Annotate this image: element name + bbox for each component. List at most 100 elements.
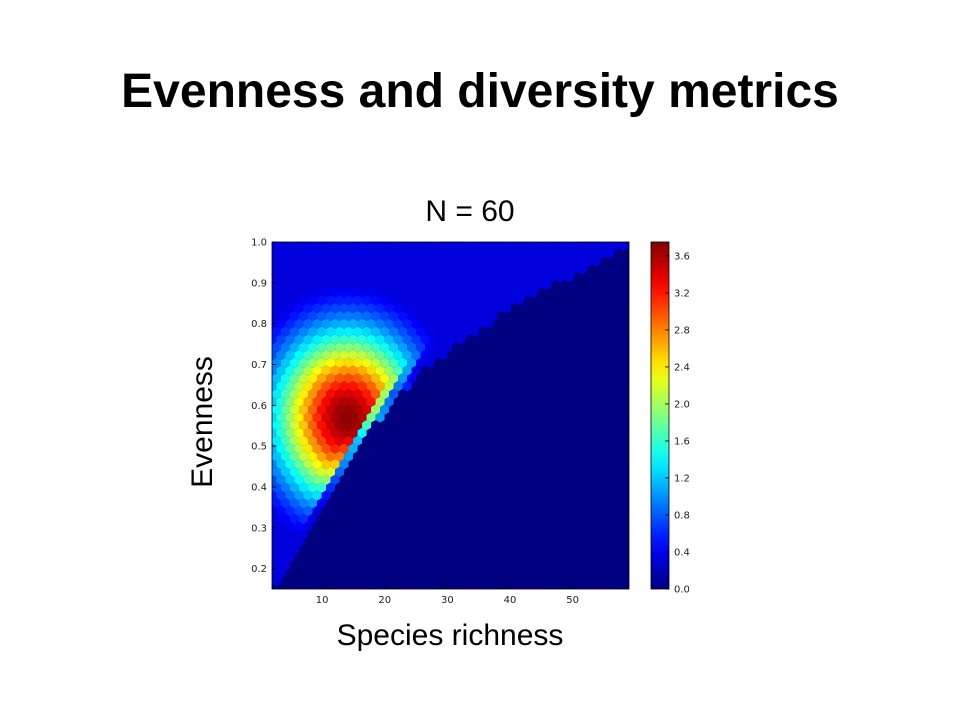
hexbin-cell (501, 287, 511, 298)
hexbin-cell (371, 264, 381, 275)
hexbin-cell (501, 242, 511, 251)
hexbin-cell (528, 242, 538, 251)
hexbin-cell (353, 373, 363, 384)
hexbin-cell (366, 396, 376, 407)
hexbin-cell (384, 303, 394, 314)
hexbin-cell (497, 248, 507, 259)
hexbin-cell (375, 412, 385, 423)
hexbin-cell (452, 310, 462, 322)
hexbin-cell (272, 349, 277, 361)
hexbin-cell (551, 264, 561, 275)
hexbin-cell (398, 264, 408, 275)
hexbin-cell (582, 256, 592, 267)
hexbin-cell (276, 381, 286, 392)
hexbin-cell (303, 334, 313, 345)
hexbin-cell (290, 342, 300, 353)
hexbin-cell (335, 451, 345, 462)
hexbin-cell (299, 326, 309, 337)
hexbin-cell (407, 295, 417, 306)
hexbin-cell (582, 242, 592, 251)
hexbin-cell (317, 435, 327, 446)
hexbin-cell (285, 365, 295, 376)
hexbin-cell (443, 279, 453, 290)
hexbin-cell (564, 256, 574, 267)
hexbin-cell (443, 342, 453, 353)
hexbin-cell (326, 248, 336, 259)
hexbin-cell (497, 264, 507, 275)
hexbin-cell (312, 242, 322, 251)
hexbin-cell (456, 271, 466, 283)
hexbin-cell (335, 342, 345, 353)
hexbin-cell (321, 490, 331, 501)
hexbin-cell (425, 326, 435, 337)
hexbin-cell (308, 466, 318, 478)
hexbin-cell (281, 357, 291, 368)
hexbin-cell (276, 365, 286, 376)
hexbin-cell (272, 295, 282, 306)
hexbin-cell (335, 466, 345, 478)
hexbin-cell (384, 396, 394, 407)
hexbin-cell (281, 466, 291, 478)
hexbin-cell (348, 271, 358, 283)
hexbin-cell (281, 373, 291, 384)
hexbin-cell (326, 279, 336, 290)
hexbin-cell (312, 427, 322, 439)
hexbin-cell (470, 326, 480, 337)
hexbin-cell (479, 248, 489, 259)
hexbin-cell (407, 357, 417, 368)
hexbin-cell (321, 242, 331, 251)
hexbin-cell (321, 427, 331, 439)
hexbin-cell (303, 474, 313, 485)
x-axis: 10 20 30 40 50 (316, 585, 579, 605)
hexbin-cell (393, 303, 403, 314)
hexbin-cell (371, 248, 381, 259)
hexbin-cell (461, 326, 471, 337)
hexbin-cell (281, 513, 291, 524)
hexbin-cell (461, 248, 471, 259)
hexbin-cell (330, 256, 340, 267)
hexbin-cell (542, 264, 552, 275)
hexbin-cell (416, 326, 426, 337)
hexbin-cell (407, 326, 417, 337)
hexbin-cell (276, 568, 286, 579)
hexbin-cell (501, 271, 511, 283)
y-tick-label: 0.3 (251, 523, 267, 534)
hexbin-cell (384, 318, 394, 329)
hexbin-cell (389, 264, 399, 275)
hexbin-cell (272, 242, 277, 251)
hexbin-cell (330, 318, 340, 329)
hexbin-cell (290, 435, 300, 446)
hexbin-cell (483, 287, 493, 298)
hexbin-cell (344, 264, 354, 275)
y-tick-label: 0.8 (251, 319, 267, 330)
hexbin-cell (371, 373, 381, 384)
hexbin-cell (402, 318, 412, 329)
hexbin-cell (348, 287, 358, 298)
hexbin-cell (317, 373, 327, 384)
hexbin-cell (348, 396, 358, 407)
hexbin-cell (380, 264, 390, 275)
hexbin-cell (497, 295, 507, 306)
hexbin-cell (470, 310, 480, 322)
hexbin-cell (479, 279, 489, 290)
hexbin-cell (357, 349, 367, 361)
hexbin-cell (308, 404, 318, 415)
hexbin-cell (434, 264, 444, 275)
hexbin-cell (299, 342, 309, 353)
hexbin-cell (294, 490, 304, 501)
hexbin-cell (308, 482, 318, 493)
hexbin-cell (533, 279, 543, 290)
hexbin-cell (366, 381, 376, 392)
colorbar-tick-label: 1.6 (674, 436, 690, 447)
hexbin-cell (330, 349, 340, 361)
hexbin-cell (326, 357, 336, 368)
hexbin-cell (285, 287, 295, 298)
hexbin-cell (353, 388, 363, 400)
hexbin-cell (560, 264, 570, 275)
hexbin-cell (290, 544, 300, 556)
hexbin-cell (411, 349, 421, 361)
hexbin-cell (398, 279, 408, 290)
hexbin-cell (299, 264, 309, 275)
hexbin-cell (281, 435, 291, 446)
hexbin-cell (344, 326, 354, 337)
